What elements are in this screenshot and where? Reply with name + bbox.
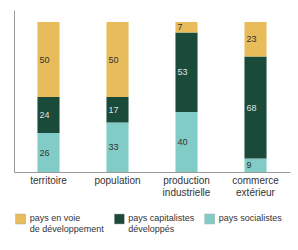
legend: pays en voiede développement pays capital… — [16, 213, 283, 233]
x-tick-label-line: population — [94, 175, 140, 186]
x-tick-label: territoire — [30, 175, 67, 186]
x-tick-label: productionindustrielle — [163, 175, 211, 198]
chart: 26 33 40 9 24 17 53 68 50 50 7 23 territoire populati… — [0, 0, 298, 250]
plot-area — [37, 22, 266, 172]
bar-segment — [175, 33, 197, 113]
data-label: 23 — [246, 34, 256, 44]
data-label: 7 — [177, 22, 182, 32]
bar-segment — [175, 22, 197, 33]
series — [37, 33, 266, 159]
x-tick-label-line: industrielle — [163, 187, 211, 198]
bar-segment — [106, 97, 128, 123]
legend-label: pays en voiede développement — [30, 213, 105, 233]
legend-label-line: de développement — [30, 224, 105, 234]
data-label: 50 — [108, 55, 118, 65]
x-tick-label-line: production — [163, 175, 210, 186]
legend-item: pays en voiede développement — [16, 213, 105, 233]
x-tick-label-line: territoire — [30, 175, 67, 186]
data-label: 17 — [108, 105, 118, 115]
x-tick-label-line: commerce — [232, 175, 279, 186]
legend-swatch — [205, 214, 215, 224]
x-axis-line — [15, 172, 291, 173]
data-label: 68 — [246, 103, 256, 113]
series — [37, 22, 266, 97]
data-labels: 26 33 40 9 24 17 53 68 50 50 7 23 — [39, 22, 256, 170]
x-axis: territoire population productionindustriel… — [15, 172, 291, 198]
legend-swatch — [114, 214, 124, 224]
legend-label: pays capitalistesdéveloppés — [128, 213, 195, 233]
x-tick: commerceextérieur — [232, 172, 279, 198]
legend-label-line: pays capitalistes — [128, 213, 195, 223]
y-axis-line — [14, 11, 15, 173]
bar-segment — [37, 97, 59, 133]
bar-segment — [37, 133, 59, 172]
y-axis — [14, 11, 15, 173]
data-label: 24 — [39, 110, 49, 120]
bar-segment — [244, 22, 266, 57]
bar-segment — [244, 159, 266, 173]
bar-segment — [106, 123, 128, 173]
data-label: 33 — [108, 142, 118, 152]
legend-item: pays socialistes — [205, 213, 283, 224]
x-tick: population — [94, 172, 140, 186]
x-tick-label: population — [94, 175, 140, 186]
legend-item: pays capitalistesdéveloppés — [114, 213, 195, 233]
legend-swatch — [16, 214, 26, 224]
data-label: 53 — [177, 67, 187, 77]
series — [37, 112, 266, 172]
x-tick-label-line: extérieur — [236, 187, 276, 198]
bar-segment — [175, 112, 197, 172]
data-label: 26 — [39, 148, 49, 158]
legend-label-line: pays socialistes — [219, 213, 283, 223]
legend-label-line: pays en voie — [30, 213, 81, 223]
x-tick: productionindustrielle — [163, 172, 211, 198]
data-label: 40 — [177, 137, 187, 147]
bar-segment — [244, 57, 266, 159]
data-label: 9 — [246, 160, 251, 170]
legend-label-line: développés — [128, 224, 175, 234]
bar-segment — [106, 22, 128, 97]
data-label: 50 — [39, 55, 49, 65]
x-tick-label: commerceextérieur — [232, 175, 279, 198]
bar-segment — [37, 22, 59, 97]
legend-label: pays socialistes — [219, 213, 283, 223]
x-tick: territoire — [30, 172, 67, 186]
